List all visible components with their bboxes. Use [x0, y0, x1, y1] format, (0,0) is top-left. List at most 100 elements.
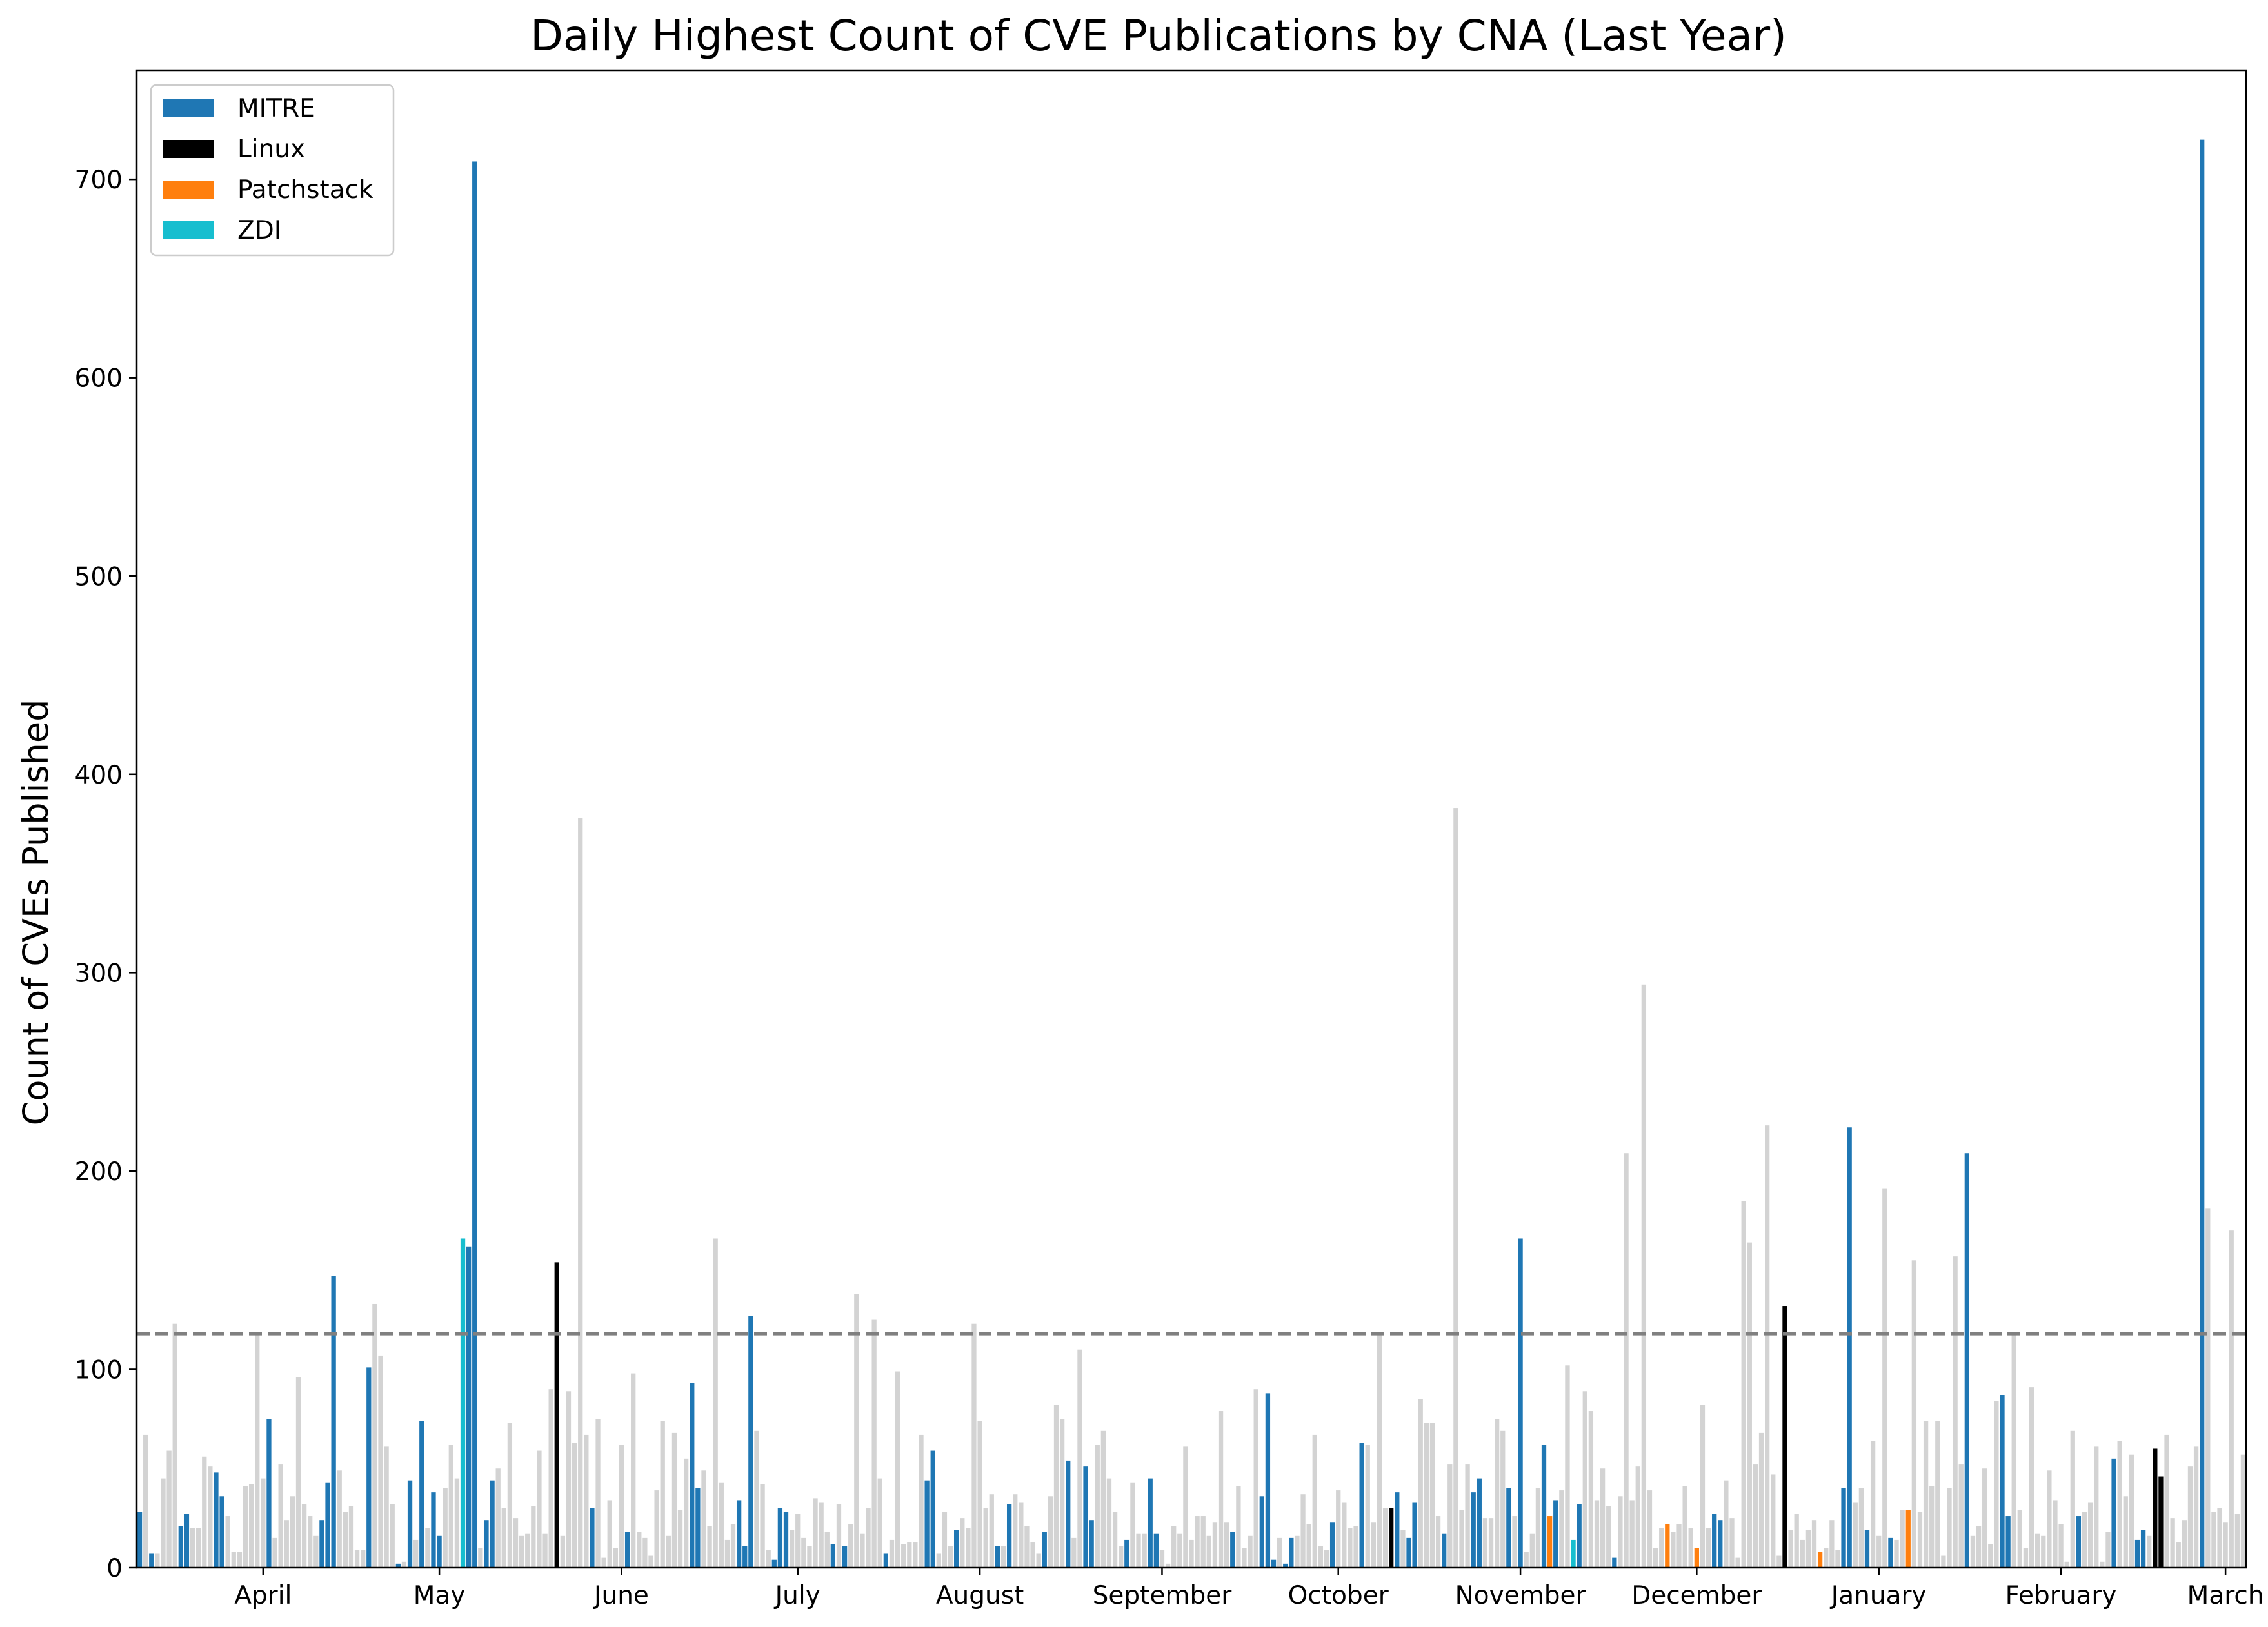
y-tick-label: 300: [75, 959, 123, 988]
bar-day-95: [695, 1488, 701, 1568]
bar-day-78: [595, 1419, 601, 1568]
bar-day-222: [1442, 1533, 1447, 1568]
bar-day-242: [1559, 1490, 1564, 1568]
y-tick-label: 400: [75, 761, 123, 790]
bar-day-52: [443, 1488, 448, 1568]
bar-day-46: [407, 1480, 413, 1568]
bar-day-220: [1429, 1423, 1435, 1568]
bar-day-42: [384, 1446, 389, 1568]
bar-day-77: [590, 1508, 595, 1568]
bar-day-206: [1348, 1528, 1353, 1568]
bar-day-173: [1153, 1533, 1159, 1568]
bar-day-255: [1635, 1466, 1640, 1568]
bar-day-71: [554, 1262, 559, 1568]
bar-day-209: [1365, 1445, 1370, 1568]
bar-day-247: [1588, 1411, 1594, 1568]
bar-day-167: [1119, 1546, 1124, 1568]
bar-day-323: [2035, 1533, 2040, 1568]
bar-day-212: [1382, 1508, 1388, 1568]
bar-day-60: [490, 1480, 495, 1568]
bar-day-332: [2087, 1502, 2093, 1568]
bar-day-292: [1853, 1502, 1858, 1568]
bar-day-36: [348, 1506, 354, 1568]
bar-day-61: [495, 1468, 501, 1568]
bar-day-19: [248, 1484, 254, 1568]
legend-label-linux: Linux: [237, 135, 305, 164]
bar-day-248: [1594, 1500, 1600, 1568]
bar-day-14: [219, 1496, 224, 1568]
bar-day-182: [1206, 1535, 1211, 1568]
bar-day-268: [1712, 1514, 1717, 1568]
bar-day-194: [1277, 1537, 1282, 1568]
bar-day-92: [677, 1510, 683, 1568]
bar-day-303: [1917, 1512, 1923, 1568]
bar-day-341: [2140, 1530, 2146, 1568]
plot-frame: [135, 69, 2247, 1569]
bar-day-17: [237, 1552, 243, 1568]
bar-day-4: [161, 1478, 166, 1568]
x-tick-label: June: [592, 1581, 649, 1610]
bar-day-330: [2076, 1516, 2082, 1568]
bar-day-230: [1488, 1518, 1494, 1568]
bar-day-172: [1148, 1478, 1153, 1568]
bar-day-5: [166, 1450, 172, 1568]
bar-day-112: [795, 1514, 801, 1568]
bar-day-237: [1529, 1533, 1535, 1568]
legend-swatch-patchstack: [163, 181, 214, 199]
bar-day-246: [1582, 1391, 1587, 1568]
bar-day-271: [1729, 1518, 1735, 1568]
bar-day-127: [883, 1553, 888, 1568]
bar-day-221: [1435, 1516, 1441, 1568]
bar-day-98: [713, 1238, 718, 1568]
bar-day-346: [2170, 1518, 2175, 1568]
legend: MITRE Linux Patchstack ZDI: [150, 84, 395, 257]
legend-swatch-mitre: [163, 99, 214, 117]
legend-box: [150, 84, 395, 257]
bar-day-321: [2023, 1548, 2029, 1568]
bar-day-53: [448, 1445, 453, 1568]
bar-day-135: [930, 1450, 935, 1568]
bar-day-69: [542, 1533, 548, 1568]
bar-day-256: [1641, 984, 1647, 1568]
legend-label-mitre: MITRE: [237, 94, 315, 123]
bar-day-79: [601, 1557, 606, 1568]
bar-day-227: [1471, 1492, 1476, 1568]
bar-day-264: [1688, 1528, 1693, 1568]
bar-day-138: [948, 1546, 953, 1568]
bar-day-218: [1418, 1399, 1423, 1568]
bar-day-115: [813, 1498, 818, 1568]
bar-day-37: [354, 1550, 360, 1568]
bar-day-10: [196, 1528, 201, 1568]
bar-day-151: [1024, 1526, 1030, 1568]
bar-day-106: [760, 1484, 765, 1568]
bar-day-133: [919, 1434, 924, 1568]
bar-day-344: [2158, 1476, 2164, 1568]
bar-day-40: [372, 1303, 377, 1568]
bar-day-56: [466, 1246, 472, 1568]
bar-day-179: [1189, 1539, 1194, 1568]
bar-day-83: [624, 1532, 630, 1568]
bar-day-275: [1753, 1464, 1758, 1568]
bar-day-199: [1306, 1524, 1311, 1568]
bar-day-281: [1788, 1530, 1793, 1568]
bar-day-184: [1218, 1411, 1224, 1568]
bar-day-152: [1030, 1542, 1035, 1568]
bar-day-161: [1083, 1466, 1088, 1568]
bar-day-254: [1629, 1500, 1635, 1568]
bar-day-252: [1618, 1496, 1623, 1568]
bar-day-197: [1295, 1535, 1300, 1568]
bar-day-228: [1477, 1478, 1482, 1568]
y-tick-label: 500: [75, 562, 123, 591]
bar-day-343: [2153, 1448, 2158, 1568]
bar-day-236: [1524, 1552, 1529, 1568]
bar-day-353: [2211, 1512, 2216, 1568]
bar-day-327: [2058, 1524, 2064, 1568]
y-axis-label: Count of CVEs Published: [15, 700, 56, 1126]
bar-day-326: [2053, 1500, 2058, 1568]
bar-day-125: [871, 1319, 877, 1568]
bar-day-316: [1994, 1401, 1999, 1568]
bar-day-354: [2217, 1508, 2222, 1568]
bar-day-20: [255, 1332, 260, 1568]
bar-day-100: [724, 1539, 730, 1568]
bar-day-165: [1106, 1478, 1112, 1568]
